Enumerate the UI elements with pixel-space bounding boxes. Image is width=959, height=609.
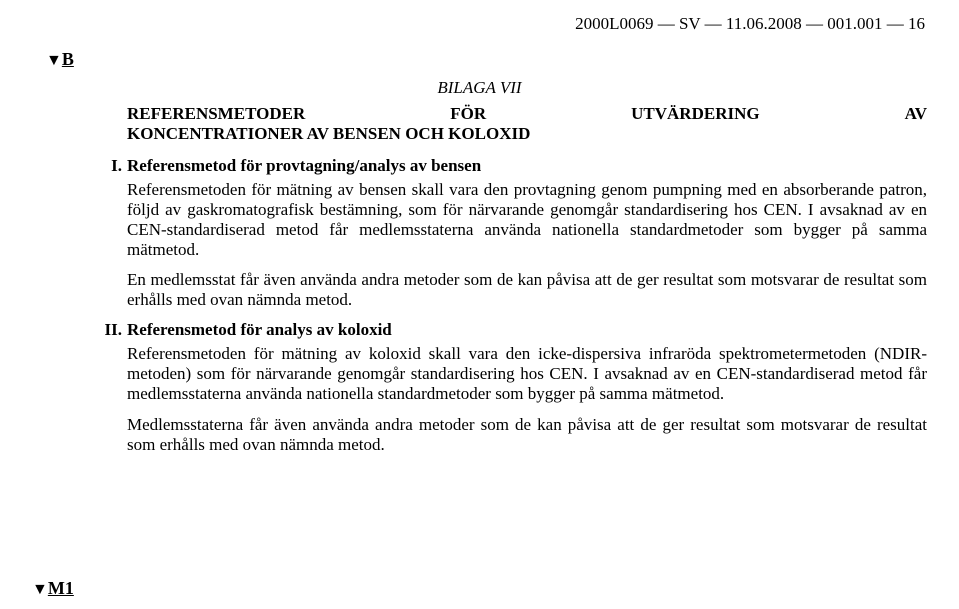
section-1-paragraph-2: En medlemsstat får även använda andra me… xyxy=(127,270,927,310)
marker-m1-text: M1 xyxy=(48,578,74,598)
marker-b-letter: B xyxy=(62,49,74,69)
section-2-title-text: Referensmetod för analys av koloxid xyxy=(127,320,392,339)
section-1-paragraph-1: Referensmetoden för mätning av bensen sk… xyxy=(127,180,927,260)
title-line-1: REFERENSMETODER FÖR UTVÄRDERING AV xyxy=(127,104,927,124)
section-2-heading: II.Referensmetod för analys av koloxid xyxy=(127,320,927,340)
section-1-title-text: Referensmetod för provtagning/analys av … xyxy=(127,156,481,175)
section-2-number: II. xyxy=(100,320,122,340)
section-1-number: I. xyxy=(100,156,122,176)
document-title: REFERENSMETODER FÖR UTVÄRDERING AV KONCE… xyxy=(127,104,927,144)
title-word-1: REFERENSMETODER xyxy=(127,104,305,124)
revision-marker-m1: ▼M1 xyxy=(32,578,74,599)
section-2-paragraph-2: Medlemsstaterna får även använda andra m… xyxy=(127,415,927,455)
down-triangle-icon: ▼ xyxy=(32,581,48,599)
section-1-heading: I.Referensmetod för provtagning/analys a… xyxy=(127,156,927,176)
page-running-header: 2000L0069 — SV — 11.06.2008 — 001.001 — … xyxy=(575,14,925,34)
annex-label: BILAGA VII xyxy=(0,78,959,98)
section-2-paragraph-1: Referensmetoden för mätning av koloxid s… xyxy=(127,344,927,404)
title-word-2: FÖR xyxy=(450,104,486,124)
revision-marker-b: ▼B xyxy=(46,49,74,70)
document-page: 2000L0069 — SV — 11.06.2008 — 001.001 — … xyxy=(0,0,959,609)
title-word-3: UTVÄRDERING xyxy=(631,104,759,124)
title-line-2: KONCENTRATIONER AV BENSEN OCH KOLOXID xyxy=(127,124,927,144)
down-triangle-icon: ▼ xyxy=(46,52,62,70)
title-word-4: AV xyxy=(905,104,927,124)
document-body: I.Referensmetod för provtagning/analys a… xyxy=(127,150,927,465)
